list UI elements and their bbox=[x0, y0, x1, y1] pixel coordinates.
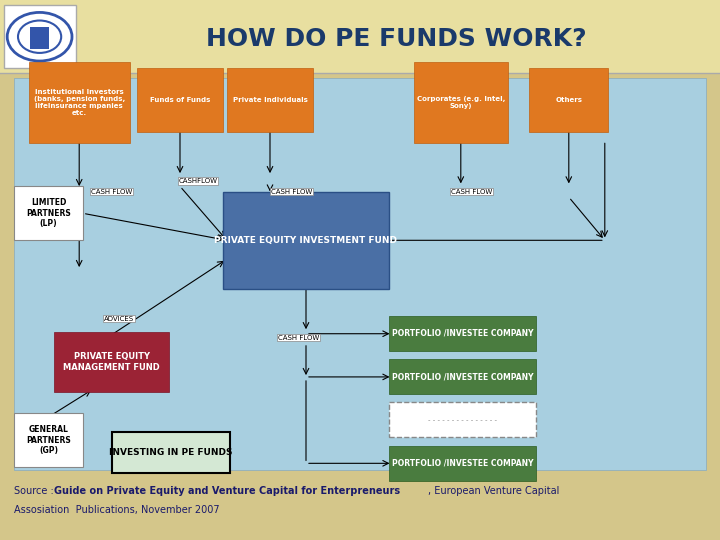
Text: Institutional Investors
(banks, pension funds,
lifeInsurance mpanies
etc.: Institutional Investors (banks, pension … bbox=[34, 89, 125, 116]
FancyBboxPatch shape bbox=[227, 68, 313, 132]
FancyBboxPatch shape bbox=[389, 316, 536, 351]
FancyBboxPatch shape bbox=[223, 192, 389, 289]
FancyBboxPatch shape bbox=[414, 62, 508, 143]
FancyBboxPatch shape bbox=[389, 402, 536, 437]
Text: PRIVATE EQUITY
MANAGEMENT FUND: PRIVATE EQUITY MANAGEMENT FUND bbox=[63, 352, 160, 372]
FancyBboxPatch shape bbox=[54, 332, 169, 392]
FancyBboxPatch shape bbox=[0, 0, 720, 73]
FancyBboxPatch shape bbox=[14, 186, 83, 240]
Text: Assosiation  Publications, November 2007: Assosiation Publications, November 2007 bbox=[14, 505, 220, 515]
Text: PORTFOLIO /INVESTEE COMPANY: PORTFOLIO /INVESTEE COMPANY bbox=[392, 372, 534, 381]
Text: Corporates (e.g. Intel,
Sony): Corporates (e.g. Intel, Sony) bbox=[417, 96, 505, 109]
Text: Funds of Funds: Funds of Funds bbox=[150, 97, 210, 103]
FancyBboxPatch shape bbox=[14, 413, 83, 467]
FancyBboxPatch shape bbox=[389, 446, 536, 481]
Text: Others: Others bbox=[555, 97, 582, 103]
Text: - - - - - - - - - - - - - - -: - - - - - - - - - - - - - - - bbox=[428, 417, 497, 423]
FancyBboxPatch shape bbox=[137, 68, 223, 132]
Text: CASH FLOW: CASH FLOW bbox=[451, 188, 492, 195]
Text: ADVICES: ADVICES bbox=[104, 315, 134, 322]
FancyBboxPatch shape bbox=[14, 78, 706, 470]
Text: Source :: Source : bbox=[14, 487, 58, 496]
Text: , European Venture Capital: , European Venture Capital bbox=[428, 487, 559, 496]
Text: PRIVATE EQUITY INVESTMENT FUND: PRIVATE EQUITY INVESTMENT FUND bbox=[215, 236, 397, 245]
FancyBboxPatch shape bbox=[389, 359, 536, 394]
Text: Private Individuals: Private Individuals bbox=[233, 97, 307, 103]
FancyBboxPatch shape bbox=[529, 68, 608, 132]
Text: PORTFOLIO /INVESTEE COMPANY: PORTFOLIO /INVESTEE COMPANY bbox=[392, 458, 534, 468]
FancyBboxPatch shape bbox=[112, 432, 230, 472]
Text: CASHFLOW: CASHFLOW bbox=[179, 178, 217, 184]
Text: Guide on Private Equity and Venture Capital for Enterpreneurs: Guide on Private Equity and Venture Capi… bbox=[54, 487, 400, 496]
Text: CASH FLOW: CASH FLOW bbox=[91, 188, 132, 195]
Text: GENERAL
PARTNERS
(GP): GENERAL PARTNERS (GP) bbox=[26, 425, 71, 455]
Text: LIMITED
PARTNERS
(LP): LIMITED PARTNERS (LP) bbox=[26, 198, 71, 228]
Text: CASH FLOW: CASH FLOW bbox=[278, 334, 320, 341]
Text: CASH FLOW: CASH FLOW bbox=[271, 188, 312, 195]
Text: INVESTING IN PE FUNDS: INVESTING IN PE FUNDS bbox=[109, 448, 233, 457]
Text: PORTFOLIO /INVESTEE COMPANY: PORTFOLIO /INVESTEE COMPANY bbox=[392, 329, 534, 338]
Circle shape bbox=[7, 12, 72, 61]
Text: HOW DO PE FUNDS WORK?: HOW DO PE FUNDS WORK? bbox=[206, 27, 586, 51]
FancyBboxPatch shape bbox=[30, 27, 49, 49]
FancyBboxPatch shape bbox=[29, 62, 130, 143]
FancyBboxPatch shape bbox=[4, 5, 76, 68]
